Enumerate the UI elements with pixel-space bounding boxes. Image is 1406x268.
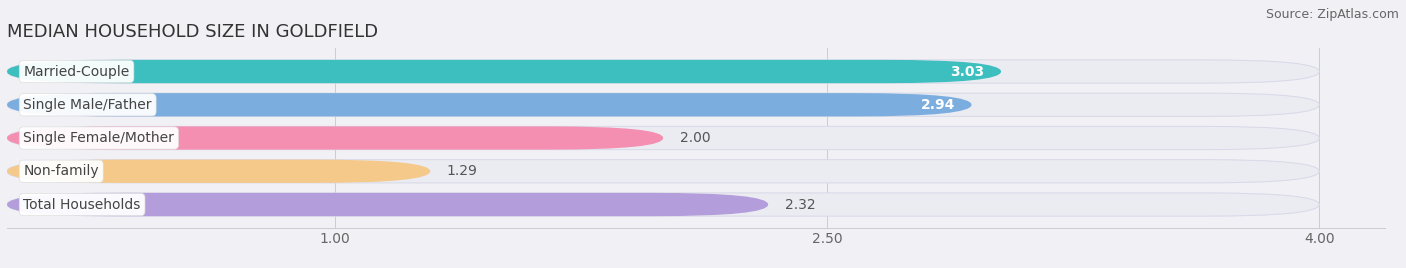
Text: Single Female/Mother: Single Female/Mother [24,131,174,145]
FancyBboxPatch shape [7,93,972,116]
Text: MEDIAN HOUSEHOLD SIZE IN GOLDFIELD: MEDIAN HOUSEHOLD SIZE IN GOLDFIELD [7,23,378,41]
Text: Non-family: Non-family [24,164,98,178]
FancyBboxPatch shape [7,60,1001,83]
Text: 2.32: 2.32 [785,198,815,211]
Text: 2.94: 2.94 [921,98,955,112]
FancyBboxPatch shape [7,60,1319,83]
Text: Single Male/Father: Single Male/Father [24,98,152,112]
FancyBboxPatch shape [7,193,768,216]
Text: 1.29: 1.29 [447,164,478,178]
Text: Total Households: Total Households [24,198,141,211]
FancyBboxPatch shape [7,160,1319,183]
Text: 3.03: 3.03 [950,65,984,79]
FancyBboxPatch shape [7,126,1319,150]
Text: 2.00: 2.00 [679,131,710,145]
FancyBboxPatch shape [7,126,664,150]
FancyBboxPatch shape [7,160,430,183]
Text: Married-Couple: Married-Couple [24,65,129,79]
FancyBboxPatch shape [7,93,1319,116]
Text: Source: ZipAtlas.com: Source: ZipAtlas.com [1265,8,1399,21]
FancyBboxPatch shape [7,193,1319,216]
